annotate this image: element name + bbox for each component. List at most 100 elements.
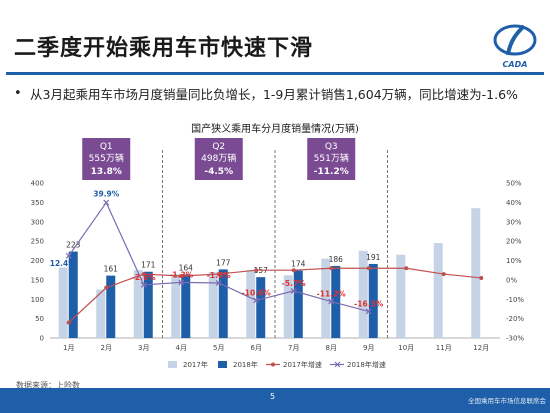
line-2017-growth-point	[141, 272, 146, 277]
footer-band	[0, 388, 550, 413]
bar-2018	[106, 275, 116, 338]
x-tick-label: 5月	[213, 344, 224, 352]
bar-2017	[433, 243, 443, 338]
growth-label-2018: -1.6%	[207, 271, 231, 280]
bar-2017	[133, 270, 143, 338]
bar-2017	[471, 208, 481, 338]
line-2018-growth-point	[103, 199, 110, 206]
x-tick-label: 8月	[326, 344, 337, 352]
line-2017-growth	[68, 267, 482, 323]
line-2018-growth-point	[178, 279, 185, 286]
page-number: 5	[270, 392, 276, 401]
bar-2018	[368, 263, 378, 338]
x-tick-label: 2月	[101, 344, 112, 352]
line-2017-growth-point	[66, 320, 71, 325]
quarter-growth: -11.2%	[314, 167, 349, 177]
y2-tick-label: 20%	[506, 238, 522, 246]
y-tick-label: 350	[31, 199, 44, 207]
bar-2017	[96, 289, 106, 338]
legend-label: 2018年增速	[347, 360, 386, 369]
bar-2017	[246, 270, 256, 338]
line-2017-growth-point	[291, 268, 296, 273]
line-2018-growth-point	[215, 280, 222, 286]
x-tick-label: 7月	[288, 344, 299, 352]
bullet-marker: •	[14, 86, 22, 101]
y-tick-label: 300	[31, 218, 44, 226]
x-tick-label: 6月	[251, 344, 262, 352]
y2-tick-label: -10%	[506, 296, 524, 304]
growth-label-2018: -1.3%	[169, 270, 193, 279]
page-title: 二季度开始乘用车市快速下滑	[14, 36, 314, 61]
line-2018-growth-point	[290, 287, 297, 294]
bar-2018	[256, 277, 266, 338]
x-tick-label: 3月	[138, 344, 149, 352]
quarter-box	[194, 138, 243, 180]
chart-title: 国产狭义乘用车分月度销量情况(万辆)	[191, 124, 359, 135]
bar-2017	[283, 275, 293, 338]
line-2018-growth-point	[365, 308, 372, 315]
bar-label-2018: 177	[216, 258, 231, 267]
bar-label-2018: 174	[291, 260, 306, 269]
line-2018-growth-point	[65, 252, 72, 259]
bar-2017	[358, 250, 368, 338]
quarter-label: Q2	[212, 142, 225, 152]
quarter-label: Q3	[325, 142, 338, 152]
growth-label-2018: -16.3%	[354, 299, 384, 308]
bar-label-2018: 186	[329, 255, 344, 264]
footer-brand: 全国乘用车市场信息联席会	[468, 397, 546, 405]
y2-tick-label: 10%	[506, 257, 522, 265]
bar-2018	[331, 265, 341, 338]
x-tick-label: 9月	[363, 344, 374, 352]
y2-tick-label: -30%	[506, 335, 524, 343]
line-2017-growth-point	[329, 266, 334, 271]
line-2017-growth-point	[479, 275, 484, 280]
quarter-growth: 13.8%	[91, 167, 122, 177]
bar-2017	[208, 272, 218, 338]
bar-2018	[218, 269, 228, 338]
legend-label: 2018年	[233, 360, 258, 369]
quarter-box	[82, 138, 131, 180]
bar-2017	[321, 258, 331, 338]
x-tick-label: 1月	[63, 344, 74, 352]
x-tick-label: 4月	[176, 344, 187, 352]
data-source: 数据来源：上险数	[16, 381, 80, 390]
bar-label-2018: 161	[104, 265, 119, 274]
y-tick-label: 50	[35, 315, 44, 323]
y-tick-label: 200	[31, 257, 44, 265]
growth-label-2018: -10.6%	[242, 288, 272, 297]
x-tick-label: 10月	[398, 344, 414, 352]
quarter-box	[307, 138, 356, 180]
y2-tick-label: 40%	[506, 199, 522, 207]
bar-label-2018: 191	[366, 253, 381, 262]
line-2017-growth-point	[441, 272, 446, 277]
y2-tick-label: -20%	[506, 315, 524, 323]
y2-tick-label: 30%	[506, 218, 522, 226]
x-tick-label: 12月	[473, 344, 489, 352]
y2-tick-label: 0%	[506, 276, 517, 284]
line-2017-growth-point	[179, 274, 184, 278]
legend-swatch	[218, 361, 227, 368]
line-2017-growth-point	[366, 266, 371, 271]
x-tick-label: 11月	[436, 344, 452, 352]
bar-label-2018: 171	[141, 261, 156, 270]
bar-label-2018: 164	[179, 263, 194, 272]
line-2018-growth-point	[140, 281, 147, 288]
growth-label-2018: -11.2%	[317, 290, 347, 299]
bar-2018	[143, 271, 153, 338]
y-tick-label: 100	[31, 296, 44, 304]
line-2018-growth-point	[328, 298, 335, 305]
bar-2017	[171, 274, 181, 338]
line-2017-growth-point	[254, 268, 259, 273]
line-2017-growth-point	[404, 266, 409, 271]
line-2017-growth-point	[104, 285, 109, 290]
y2-tick-label: 50%	[506, 180, 522, 188]
quarter-growth: -4.5%	[204, 167, 233, 177]
line-2017-growth-point	[216, 272, 221, 277]
quarter-label: Q1	[100, 142, 113, 152]
bar-2017	[396, 254, 406, 338]
logo-text: CADA	[503, 60, 528, 69]
header-rule	[6, 72, 544, 75]
line-2018-growth-point	[253, 297, 260, 304]
